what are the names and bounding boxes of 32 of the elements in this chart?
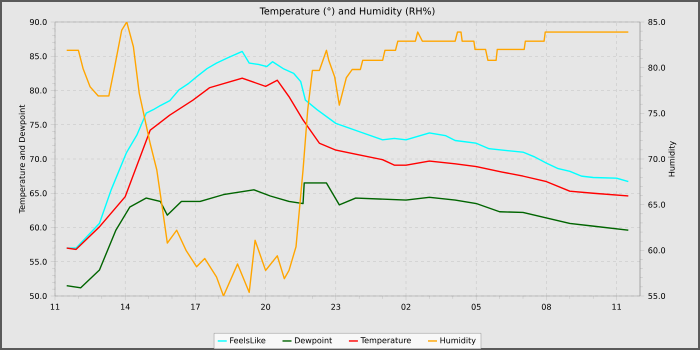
y2-tick-label: 55.0 <box>648 292 666 300</box>
x-tick-label: 05 <box>472 304 481 310</box>
legend-label: FeelsLike <box>230 337 266 344</box>
y-tick-label: 90.0 <box>30 18 47 26</box>
y-tick-label: 60.0 <box>30 224 47 231</box>
x-tick-label: 23 <box>331 304 340 310</box>
legend-label: Dewpoint <box>294 337 332 345</box>
x-tick-label: 08 <box>542 304 551 310</box>
y2-tick-label: 60.0 <box>648 247 666 254</box>
y2-tick-label: 85.0 <box>648 18 666 26</box>
y2-axis-title: Humidity <box>668 141 676 176</box>
x-tick-label: 11 <box>612 304 621 310</box>
y2-tick-label: 80.0 <box>648 64 666 71</box>
y-axis-title: Temperature and Dewpoint <box>18 104 27 214</box>
x-tick-label: 02 <box>401 304 410 310</box>
y-tick-label: 80.0 <box>30 87 47 94</box>
y2-tick-label: 65.0 <box>648 202 666 208</box>
legend-label: Humidity <box>440 337 476 345</box>
y-tick-label: 75.0 <box>30 122 47 128</box>
y-tick-label: 50.0 <box>30 292 47 300</box>
x-tick-label: 11 <box>50 304 60 310</box>
chart-title: Temperature (°) and Humidity (RH%) <box>260 7 434 16</box>
y-tick-label: 85.0 <box>30 53 47 60</box>
y-tick-label: 70.0 <box>30 156 47 162</box>
y-tick-label: 65.0 <box>30 190 47 196</box>
y2-tick-label: 70.0 <box>648 156 666 162</box>
x-tick-label: 20 <box>261 304 270 310</box>
legend-label: Temperature <box>360 337 411 345</box>
x-tick-label: 17 <box>191 304 200 310</box>
y-tick-label: 55.0 <box>30 258 47 265</box>
x-tick-label: 14 <box>120 304 130 310</box>
y2-tick-label: 75.0 <box>648 110 666 116</box>
